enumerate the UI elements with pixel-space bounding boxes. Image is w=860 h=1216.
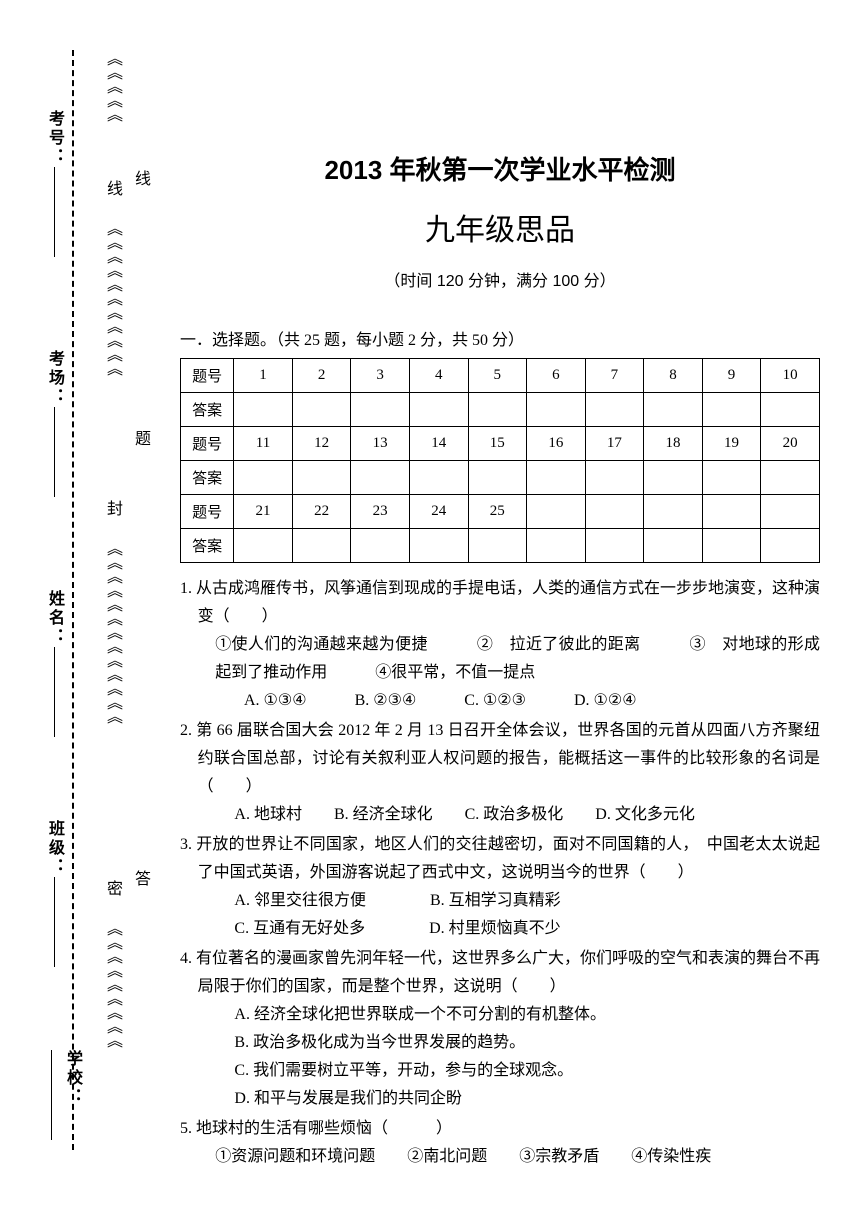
q4-opt-c: C. 我们需要树立平等，开动，参与的全球观念。 <box>180 1057 820 1085</box>
q3-stem: 3. 开放的世界让不同国家，地区人们的交往越密切，面对不同国籍的人， 中国老太太… <box>180 831 820 887</box>
q3-opt-a: A. 邻里交往很方便 B. 互相学习真精彩 <box>180 887 820 915</box>
binding-text-answer2: 答 <box>128 870 152 914</box>
exam-info: （时间 120 分钟，满分 100 分） <box>180 267 820 291</box>
wavy-segment-2: ︽︽︽︽︽︽︽︽︽︽︽ <box>100 220 124 374</box>
wavy-segment-1: ︽︽︽︽︽ <box>100 50 124 120</box>
question-2: 2. 第 66 届联合国大会 2012 年 2 月 13 日召开全体会议，世界各… <box>180 717 820 829</box>
q2-stem: 2. 第 66 届联合国大会 2012 年 2 月 13 日召开全体会议，世界各… <box>180 717 820 801</box>
binding-text-line: 线 <box>128 170 152 214</box>
answer-label: 答案 <box>181 461 234 495</box>
table-row: 答案 <box>181 461 820 495</box>
q3-opt-c: C. 互通有无好处多 D. 村里烦恼真不少 <box>180 915 820 943</box>
table-row: 题号 21 22 23 24 25 <box>181 495 820 529</box>
q1-stem: 1. 从古成鸿雁传书，风筝通信到现成的手提电话，人类的通信方式在一步步地演变，这… <box>180 575 820 631</box>
wavy-segment-3: ︽︽︽︽︽︽︽︽︽︽︽︽︽ <box>100 540 124 722</box>
answer-label: 答案 <box>181 393 234 427</box>
field-exam-number: 考号： <box>42 110 66 257</box>
binding-text-answer: 题 <box>128 430 152 474</box>
title-sub: 九年级思品 <box>180 205 820 249</box>
main-content: 2013 年秋第一次学业水平检测 九年级思品 （时间 120 分钟，满分 100… <box>180 150 820 1171</box>
q1-options: A. ①③④ B. ②③④ C. ①②③ D. ①②④ <box>180 687 820 715</box>
q5-stem: 5. 地球村的生活有哪些烦恼（ ） <box>180 1115 820 1143</box>
table-row: 答案 <box>181 529 820 563</box>
seal-char-line: 线 <box>100 180 124 196</box>
field-class: 班级： <box>42 820 66 967</box>
q1-items: ①使人们的沟通越来越为便捷 ② 拉近了彼此的距离 ③ 对地球的形成起到了推动作用… <box>180 631 820 687</box>
question-5: 5. 地球村的生活有哪些烦恼（ ） ①资源问题和环境问题 ②南北问题 ③宗教矛盾… <box>180 1115 820 1171</box>
section-title: 一．选择题。（共 25 题，每小题 2 分，共 50 分） <box>180 326 820 350</box>
table-row: 答案 <box>181 393 820 427</box>
row-label: 题号 <box>181 359 234 393</box>
q4-stem: 4. 有位著名的漫画家曾先泂年轻一代，这世界多么广大，你们呼吸的空气和表演的舞台… <box>180 945 820 1001</box>
q4-opt-a: A. 经济全球化把世界联成一个不可分割的有机整体。 <box>180 1001 820 1029</box>
q4-opt-d: D. 和平与发展是我们的共同企盼 <box>180 1085 820 1113</box>
field-name: 姓名： <box>42 590 66 737</box>
row-label: 题号 <box>181 495 234 529</box>
field-exam-room: 考场： <box>42 350 66 497</box>
wavy-segment-4: ︽︽︽︽︽︽︽︽︽ <box>100 920 124 1046</box>
seal-char-secret: 密 <box>100 880 124 896</box>
question-4: 4. 有位著名的漫画家曾先泂年轻一代，这世界多么广大，你们呼吸的空气和表演的舞台… <box>180 945 820 1113</box>
answer-label: 答案 <box>181 529 234 563</box>
q4-opt-b: B. 政治多极化成为当今世界发展的趋势。 <box>180 1029 820 1057</box>
row-label: 题号 <box>181 427 234 461</box>
answer-table: 题号 1 2 3 4 5 6 7 8 9 10 答案 题号 11 12 13 1… <box>180 358 820 563</box>
title-main: 2013 年秋第一次学业水平检测 <box>180 150 820 187</box>
question-3: 3. 开放的世界让不同国家，地区人们的交往越密切，面对不同国籍的人， 中国老太太… <box>180 831 820 943</box>
dashed-line-left <box>72 50 74 1150</box>
table-row: 题号 1 2 3 4 5 6 7 8 9 10 <box>181 359 820 393</box>
sidebar-binding-area: 考号： 考场： 姓名： 班级： 学校： ︽︽︽︽︽ 线 ︽︽︽︽︽︽︽︽︽︽︽ … <box>30 50 150 1150</box>
q2-options: A. 地球村 B. 经济全球化 C. 政治多极化 D. 文化多元化 <box>180 801 820 829</box>
q5-items: ①资源问题和环境问题 ②南北问题 ③宗教矛盾 ④传染性疾 <box>180 1143 820 1171</box>
seal-char-seal: 封 <box>100 500 124 516</box>
field-school: 学校： <box>42 1050 84 1150</box>
question-1: 1. 从古成鸿雁传书，风筝通信到现成的手提电话，人类的通信方式在一步步地演变，这… <box>180 575 820 715</box>
table-row: 题号 11 12 13 14 15 16 17 18 19 20 <box>181 427 820 461</box>
